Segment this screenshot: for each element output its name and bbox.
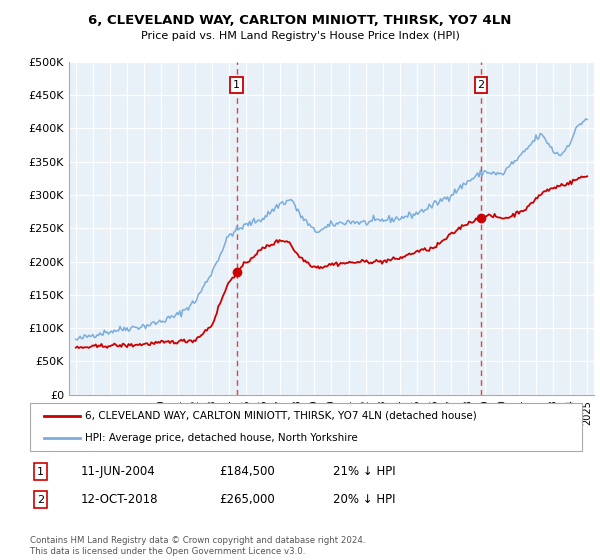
Text: 12-OCT-2018: 12-OCT-2018 xyxy=(81,493,158,506)
Text: 1: 1 xyxy=(233,80,240,90)
Text: 6, CLEVELAND WAY, CARLTON MINIOTT, THIRSK, YO7 4LN (detached house): 6, CLEVELAND WAY, CARLTON MINIOTT, THIRS… xyxy=(85,410,477,421)
Text: Price paid vs. HM Land Registry's House Price Index (HPI): Price paid vs. HM Land Registry's House … xyxy=(140,31,460,41)
Text: 2: 2 xyxy=(37,494,44,505)
Text: 2: 2 xyxy=(478,80,485,90)
Text: Contains HM Land Registry data © Crown copyright and database right 2024.
This d: Contains HM Land Registry data © Crown c… xyxy=(30,536,365,556)
Text: £184,500: £184,500 xyxy=(219,465,275,478)
Text: 21% ↓ HPI: 21% ↓ HPI xyxy=(333,465,395,478)
Text: 20% ↓ HPI: 20% ↓ HPI xyxy=(333,493,395,506)
Text: 11-JUN-2004: 11-JUN-2004 xyxy=(81,465,156,478)
FancyBboxPatch shape xyxy=(30,403,582,451)
Text: £265,000: £265,000 xyxy=(219,493,275,506)
Text: HPI: Average price, detached house, North Yorkshire: HPI: Average price, detached house, Nort… xyxy=(85,433,358,444)
Text: 6, CLEVELAND WAY, CARLTON MINIOTT, THIRSK, YO7 4LN: 6, CLEVELAND WAY, CARLTON MINIOTT, THIRS… xyxy=(88,14,512,27)
Text: 1: 1 xyxy=(37,466,44,477)
